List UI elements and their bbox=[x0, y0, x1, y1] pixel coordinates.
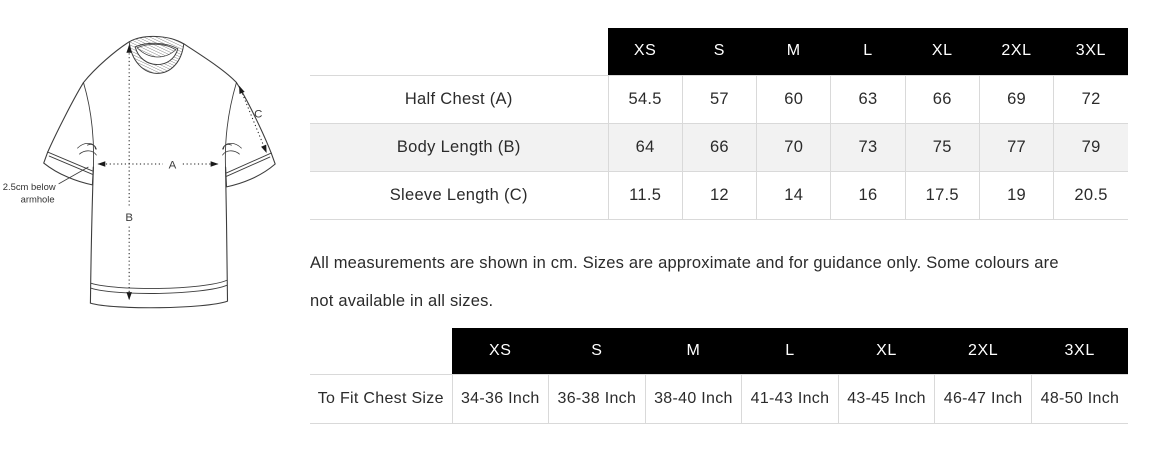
row-label: Body Length (B) bbox=[310, 122, 608, 172]
inch-table-corner-cell bbox=[310, 328, 452, 375]
collar-ribbing bbox=[128, 35, 185, 74]
label-a: A bbox=[169, 159, 177, 171]
measurement-cell: 70 bbox=[756, 122, 831, 172]
measurement-lines bbox=[97, 44, 267, 301]
annotation-pointer-line bbox=[58, 166, 89, 185]
measurement-cell: 14 bbox=[756, 170, 831, 220]
size-column-header: XS bbox=[608, 28, 683, 75]
size-column-header: S bbox=[548, 327, 646, 375]
sleeve-length-line bbox=[238, 85, 267, 154]
inch-table-header-row: XS S M L XL 2XL 3XL bbox=[310, 327, 1128, 375]
size-column-header: L bbox=[830, 28, 906, 75]
measurement-cell: 75 bbox=[904, 122, 980, 172]
tshirt-outline bbox=[43, 41, 276, 309]
measurement-cell: 60 bbox=[756, 74, 831, 124]
measurement-cell: 11.5 bbox=[607, 170, 683, 220]
measurement-cell: 69 bbox=[978, 74, 1054, 124]
fit-cell: 38-40 Inch bbox=[644, 374, 742, 424]
size-tables-section: XS S M L XL 2XL 3XL Half Chest (A) 54.5 … bbox=[310, 0, 1128, 424]
size-column-header: 3XL bbox=[1031, 327, 1128, 375]
measurement-cell: 72 bbox=[1053, 74, 1128, 124]
measurements-note: All measurements are shown in cm. Sizes … bbox=[310, 253, 1059, 310]
size-column-header: S bbox=[682, 28, 757, 75]
fit-cell: 48-50 Inch bbox=[1030, 374, 1128, 424]
inch-fit-table: XS S M L XL 2XL 3XL To Fit Chest Size 34… bbox=[310, 327, 1128, 424]
size-column-header: L bbox=[741, 327, 839, 375]
cm-table-header-row: XS S M L XL 2XL 3XL bbox=[310, 28, 1128, 75]
label-b: B bbox=[125, 212, 133, 224]
tshirt-measurement-diagram: A B C 2.5cm below armhole bbox=[2, 2, 305, 330]
measurement-cell: 16 bbox=[830, 170, 906, 220]
armhole-annotation-line2: armhole bbox=[21, 193, 55, 204]
measurement-cell: 12 bbox=[681, 170, 757, 220]
measurement-cell: 77 bbox=[978, 122, 1054, 172]
fit-cell: 43-45 Inch bbox=[837, 374, 935, 424]
measurement-cell: 64 bbox=[607, 122, 683, 172]
measurement-cell: 19 bbox=[978, 170, 1054, 220]
table-row-half-chest: Half Chest (A) 54.5 57 60 63 66 69 72 bbox=[310, 74, 1128, 124]
tshirt-drawing: A B C 2.5cm below armhole bbox=[3, 35, 276, 309]
size-column-header: M bbox=[756, 28, 831, 75]
size-column-header: 3XL bbox=[1053, 28, 1128, 75]
size-column-header: XL bbox=[905, 28, 980, 75]
row-label: Sleeve Length (C) bbox=[310, 170, 608, 220]
table-row-sleeve-length: Sleeve Length (C) 11.5 12 14 16 17.5 19 … bbox=[310, 170, 1128, 220]
label-c: C bbox=[254, 108, 262, 120]
measurement-cell: 57 bbox=[681, 74, 757, 124]
row-label: To Fit Chest Size bbox=[310, 374, 452, 424]
table-row-to-fit-chest: To Fit Chest Size 34-36 Inch 36-38 Inch … bbox=[310, 374, 1128, 424]
measurement-cell: 73 bbox=[830, 122, 906, 172]
measurement-cell: 63 bbox=[830, 74, 906, 124]
measurement-cell: 66 bbox=[904, 74, 980, 124]
fit-cell: 34-36 Inch bbox=[451, 374, 549, 424]
armhole-annotation-line1: 2.5cm below bbox=[3, 181, 56, 192]
fit-cell: 41-43 Inch bbox=[741, 374, 839, 424]
size-column-header: M bbox=[645, 327, 742, 375]
cm-size-table: XS S M L XL 2XL 3XL Half Chest (A) 54.5 … bbox=[310, 28, 1128, 220]
size-column-header: XL bbox=[838, 327, 935, 375]
row-label: Half Chest (A) bbox=[310, 74, 608, 124]
table-row-body-length: Body Length (B) 64 66 70 73 75 77 79 bbox=[310, 122, 1128, 172]
cm-table-corner-cell bbox=[310, 28, 608, 75]
measurement-cell: 20.5 bbox=[1053, 170, 1128, 220]
measurement-cell: 54.5 bbox=[607, 74, 683, 124]
measurement-cell: 66 bbox=[681, 122, 757, 172]
measurement-cell: 79 bbox=[1053, 122, 1128, 172]
fit-cell: 46-47 Inch bbox=[934, 374, 1032, 424]
size-column-header: 2XL bbox=[979, 28, 1054, 75]
fit-cell: 36-38 Inch bbox=[548, 374, 646, 424]
size-column-header: XS bbox=[452, 327, 549, 375]
size-column-header: 2XL bbox=[934, 327, 1032, 375]
measurement-cell: 17.5 bbox=[904, 170, 980, 220]
